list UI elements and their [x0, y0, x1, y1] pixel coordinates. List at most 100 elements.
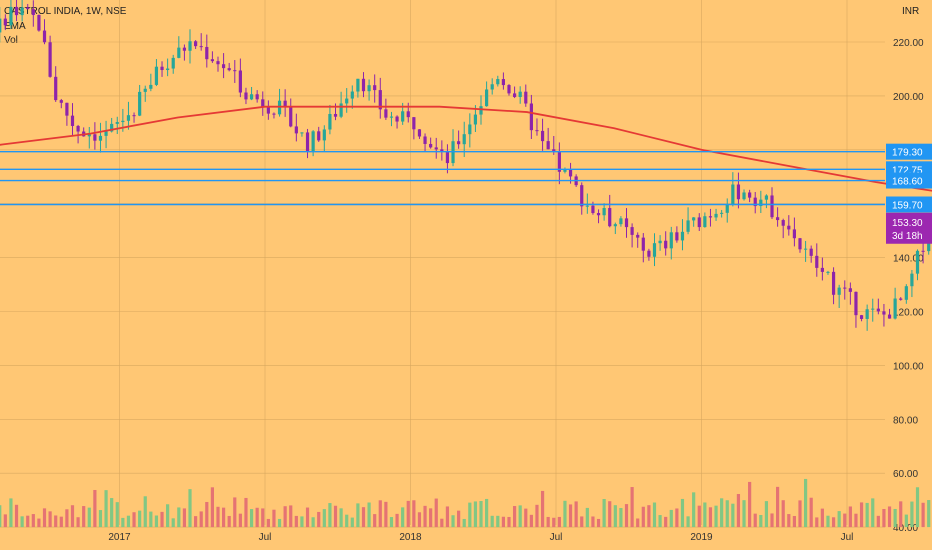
candle-body [48, 42, 52, 77]
candle-body [518, 91, 522, 98]
volume-bar [54, 515, 58, 528]
volume-bar [154, 515, 159, 528]
candle-body [496, 79, 500, 85]
volume-bar [199, 511, 203, 528]
candle-body [37, 14, 41, 31]
candle-body [535, 130, 539, 132]
candle-body [294, 126, 298, 134]
volume-bar [31, 514, 35, 528]
volume-bar [664, 516, 668, 528]
candle-body [317, 131, 321, 141]
candle-body [154, 66, 159, 85]
ema-indicator-label[interactable]: EMA [4, 21, 26, 32]
candle-body [199, 46, 203, 48]
candle-body [93, 134, 97, 141]
candle-body [328, 113, 332, 130]
y-tick-label: 80.00 [893, 415, 918, 426]
volume-bar [585, 507, 589, 528]
volume-bar [451, 515, 455, 528]
x-tick-label: 2017 [108, 532, 131, 543]
candle-body [395, 116, 399, 122]
y-tick-label: 100.00 [893, 361, 924, 372]
volume-bar [490, 515, 494, 528]
volume-bar [568, 504, 573, 528]
volume-bar [434, 498, 438, 528]
y-tick-label: 40.00 [893, 523, 918, 534]
volume-bar [608, 501, 612, 528]
candle-body [831, 271, 836, 295]
y-tick-label: 60.00 [893, 469, 918, 480]
candle-body [512, 93, 517, 98]
candle-body [457, 141, 461, 145]
candle-body [915, 250, 920, 274]
candle-body [736, 184, 741, 200]
candle-body [171, 57, 175, 69]
candle-body [753, 197, 757, 207]
candle-body [322, 129, 326, 141]
volume-bar [725, 500, 729, 528]
volume-bar [9, 498, 13, 528]
candle-body [31, 9, 35, 15]
candle-body [160, 66, 164, 71]
candle-body [680, 231, 685, 241]
volume-bar [42, 508, 47, 528]
volume-bar [384, 501, 388, 528]
volume-bar [244, 497, 248, 528]
volume-bar [675, 508, 679, 528]
volume-bar [249, 509, 254, 528]
volume-bar [647, 505, 651, 528]
candle-body [333, 113, 338, 117]
candle-body [854, 291, 858, 316]
volume-bar [854, 513, 858, 528]
candle-body [636, 234, 640, 238]
volume-bar [820, 508, 824, 528]
volume-bar [171, 518, 175, 528]
candle-body [529, 103, 533, 131]
volume-bar [770, 513, 774, 528]
volume-bar [261, 508, 265, 528]
volume-bar [277, 518, 282, 528]
candle-body [244, 92, 248, 100]
candle-body [876, 308, 880, 312]
volume-bar [887, 506, 892, 528]
candle-body [563, 169, 567, 172]
y-tick-label: 220.00 [893, 38, 924, 49]
candle-body [417, 129, 422, 137]
volume-bar [311, 517, 315, 528]
candle-body [557, 151, 561, 172]
candle-body [596, 213, 601, 216]
candle-body [815, 255, 819, 268]
candle-body [367, 85, 371, 92]
volume-bar [815, 517, 819, 528]
candle-body [216, 61, 220, 65]
volume-bar [753, 513, 757, 528]
volume-indicator-label[interactable]: Vol [4, 35, 18, 46]
candle-body [490, 84, 494, 90]
volume-bar [776, 486, 780, 528]
candle-body [485, 89, 489, 107]
volume-bar [781, 500, 785, 528]
candle-body [378, 90, 382, 110]
volume-bar [859, 502, 864, 528]
volume-bar [423, 505, 427, 528]
candle-body [188, 41, 192, 51]
candle-body [837, 287, 841, 295]
candle-body [311, 131, 315, 152]
volume-bar [93, 489, 97, 528]
candle-body [3, 18, 7, 26]
volume-bar [305, 507, 310, 528]
candle-body [602, 208, 606, 216]
candle-body [115, 122, 119, 124]
candle-body [87, 134, 91, 137]
volume-bar [300, 516, 304, 528]
volume-bar [792, 516, 796, 528]
volume-bar [406, 500, 410, 528]
volume-bar [361, 507, 366, 528]
candle-body [182, 47, 187, 51]
volume-bar [445, 506, 450, 528]
volume-bar [798, 500, 802, 528]
volume-bar [552, 517, 556, 528]
candle-body [921, 250, 925, 252]
candle-body [70, 115, 75, 126]
